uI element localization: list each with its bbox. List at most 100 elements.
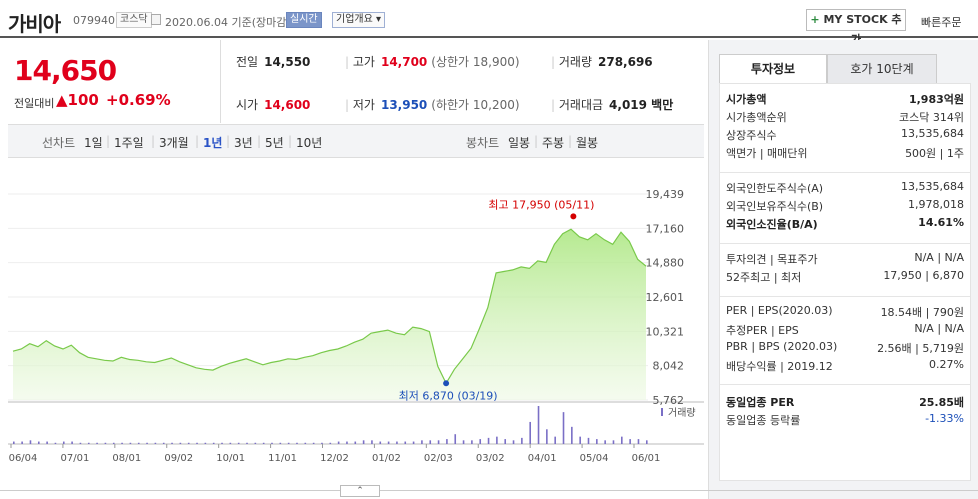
x-tick-label: 06/01: [632, 453, 661, 464]
info-label: 추정PER | EPS: [726, 324, 799, 337]
volume-bar: [229, 442, 232, 444]
info-row: 동일업종 PER 25.85배: [726, 394, 964, 412]
volume-bar: [554, 436, 556, 444]
tab-1w[interactable]: 1주일: [114, 136, 144, 150]
low-marker: [443, 380, 450, 387]
volume-bar: [604, 440, 606, 444]
x-axis-labels: 06/04 07/01 08/01 09/02 10/01 11/01 12/02 01/02…: [9, 444, 661, 464]
volume-bar: [437, 440, 440, 444]
price-chart: 19,439 17,160 14,880 12,601 10,321 8,042 5,762…: [8, 188, 704, 464]
tab-3m[interactable]: 3개월: [159, 136, 189, 150]
volume-bar: [362, 440, 365, 444]
info-value: 13,535,684: [901, 180, 964, 193]
row-separator: [720, 296, 970, 297]
volume-bar: [646, 440, 648, 444]
info-label: 동일업종 PER: [726, 396, 795, 409]
realtime-button[interactable]: 실시간: [286, 12, 322, 28]
volume-bar: [637, 439, 640, 444]
info-label: 시가총액: [726, 93, 767, 106]
volume-bar: [312, 442, 315, 444]
volume-bar: [412, 441, 415, 444]
prev-close: 전일 14,550: [236, 55, 311, 69]
chart-period-tabs: 선차트 1일 | 1주일 | 3개월 | 1년 | 3년 | 5년 | 10년 …: [8, 124, 704, 158]
x-tick-label: 12/02: [320, 453, 349, 464]
volume-bar: [29, 440, 32, 444]
info-row: 배당수익률 | 2019.12 0.27%: [726, 358, 964, 376]
volume-bar: [371, 440, 373, 444]
volume-bar: [337, 441, 340, 444]
bottom-divider: [0, 490, 978, 491]
volume-bar: [237, 442, 240, 444]
info-value: 25.85배: [919, 396, 964, 409]
company-overview-dropdown[interactable]: 기업개요 ▾: [332, 12, 385, 28]
collapse-button[interactable]: ⌃: [340, 485, 380, 497]
volume-bar: [329, 442, 332, 444]
volume-bar: [296, 442, 298, 444]
stock-code: 079940: [73, 14, 115, 27]
volume-bar: [287, 442, 290, 444]
divider: [220, 40, 221, 123]
volume-bar: [579, 436, 581, 444]
stock-header: 가비아 079940 코스닥 2020.06.04 기준(장마감) 실시간 기업…: [0, 0, 978, 46]
volume-bar: [404, 441, 407, 444]
row-separator: [720, 384, 970, 385]
x-tick-label: 02/03: [424, 453, 453, 464]
volume-bar: [271, 442, 273, 444]
price-change-percent: +0.69%: [106, 91, 171, 109]
volume-bar: [112, 442, 115, 444]
low-price: | 저가 13,950 (하한가 10,200): [345, 98, 520, 112]
tab-5y[interactable]: 5년: [265, 136, 284, 150]
volume-bar: [512, 440, 515, 444]
market-badge: 코스닥: [116, 12, 152, 28]
trade-amount: | 거래대금 4,019 백만: [551, 98, 674, 112]
volume-bar: [354, 441, 357, 444]
volume-bar: [71, 441, 73, 444]
volume-bar: [79, 442, 82, 444]
tab-1y[interactable]: 1년: [203, 136, 223, 150]
volume-bar: [262, 442, 265, 444]
volume-bar: [537, 406, 540, 444]
volume-bar: [521, 437, 523, 444]
info-row: 외국인보유주식수(B) 1,978,018: [726, 198, 964, 216]
quick-order-link[interactable]: 빠른주문: [921, 16, 962, 29]
volume-legend-swatch: [661, 408, 663, 416]
tab-monthly[interactable]: 월봉: [576, 136, 599, 150]
tab-daily[interactable]: 일봉: [508, 136, 531, 150]
y-tick-label: 10,321: [646, 325, 685, 338]
info-label: 시가총액순위: [726, 111, 787, 124]
tab-10y[interactable]: 10년: [296, 136, 323, 150]
volume-bar: [562, 412, 565, 444]
x-tick-label: 11/01: [268, 453, 297, 464]
info-row: PBR | BPS (2020.03) 2.56배 | 5,719원: [726, 340, 964, 358]
volume-bar: [279, 442, 282, 444]
tab-1d[interactable]: 1일: [84, 136, 103, 150]
volume-bar: [321, 442, 323, 444]
x-tick-label: 03/02: [476, 453, 505, 464]
volume-bar: [587, 437, 590, 444]
candle-chart-label: 봉차트: [466, 136, 500, 150]
volume-bar: [346, 441, 348, 444]
y-tick-label: 5,762: [653, 394, 685, 407]
volume-bar: [571, 426, 573, 444]
high-marker: [570, 213, 577, 220]
info-value: 0.27%: [929, 358, 964, 371]
info-value: 500원 | 1주: [905, 147, 964, 160]
tab-orderbook[interactable]: 호가 10단계: [827, 54, 937, 84]
info-table: 시가총액 1,983억원 시가총액순위 코스닥 314위 상장주식수 13,535,684…: [719, 83, 971, 481]
reference-date: 2020.06.04 기준(장마감): [165, 16, 291, 29]
my-stock-add-button[interactable]: + MY STOCK 추가: [806, 9, 906, 46]
tab-investment-info[interactable]: 투자정보: [719, 54, 827, 84]
tab-3y[interactable]: 3년: [234, 136, 253, 150]
tab-weekly[interactable]: 주봉: [542, 136, 565, 150]
info-label: 상장주식수: [726, 129, 777, 142]
volume-bar: [546, 429, 548, 444]
volume-bar: [629, 439, 631, 444]
volume-bar: [496, 436, 498, 444]
volume-bar: [187, 442, 190, 444]
volume-bar: [479, 439, 482, 444]
volume-bar: [179, 442, 182, 444]
info-row: 52주최고 | 최저 17,950 | 6,870: [726, 269, 964, 287]
price-line: [12, 228, 647, 385]
x-tick-label: 06/04: [9, 453, 38, 464]
info-row: 액면가 | 매매단위 500원 | 1주: [726, 145, 964, 163]
